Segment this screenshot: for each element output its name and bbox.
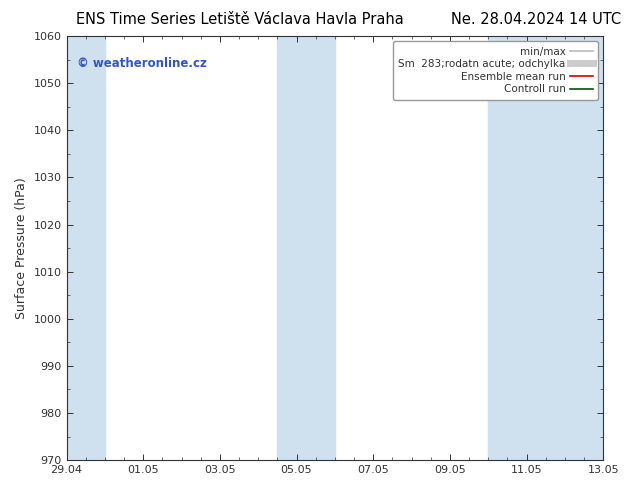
Bar bbox=[67, 36, 105, 460]
Bar bbox=[488, 36, 603, 460]
Bar bbox=[277, 36, 335, 460]
Text: © weatheronline.cz: © weatheronline.cz bbox=[77, 57, 207, 71]
Text: Ne. 28.04.2024 14 UTC: Ne. 28.04.2024 14 UTC bbox=[451, 12, 621, 27]
Text: ENS Time Series Letiště Václava Havla Praha: ENS Time Series Letiště Václava Havla Pr… bbox=[76, 12, 404, 27]
Legend: min/max, Sm  283;rodatn acute; odchylka, Ensemble mean run, Controll run: min/max, Sm 283;rodatn acute; odchylka, … bbox=[393, 41, 598, 99]
Y-axis label: Surface Pressure (hPa): Surface Pressure (hPa) bbox=[15, 177, 28, 319]
